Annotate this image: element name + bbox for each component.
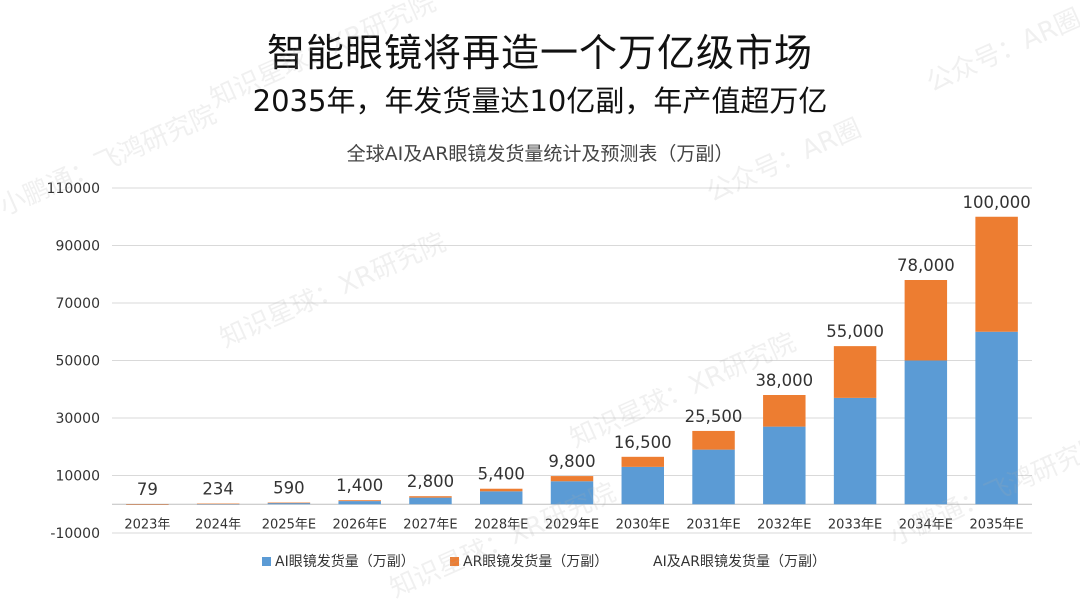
shipment-chart: 全球AI及AR眼镜发货量统计及预测表（万副） -10000 10000 30000 5… <box>47 143 1032 570</box>
y-axis: -10000 10000 30000 50000 70000 90000 110000 <box>47 181 100 542</box>
legend-swatch <box>262 557 271 566</box>
bar-segment <box>621 456 664 467</box>
y-tick-label: 30000 <box>55 411 100 427</box>
data-label: 5,400 <box>478 465 525 484</box>
x-tick-label: 2025年E <box>262 517 316 532</box>
x-tick-label: 2033年E <box>828 517 882 532</box>
y-tick-label: 110000 <box>47 181 100 197</box>
bar-segment <box>621 466 664 505</box>
bar-segment <box>480 491 523 505</box>
x-tick-label: 2029年E <box>545 517 599 532</box>
bars <box>126 216 1018 505</box>
legend-label: AI及AR眼镜发货量（万副） <box>653 553 826 570</box>
bar-segment <box>126 504 169 505</box>
x-tick-label: 2027年E <box>403 517 457 532</box>
bar-segment <box>267 502 311 504</box>
bar-segment <box>904 280 948 361</box>
x-tick-label: 2034年E <box>899 517 953 532</box>
x-tick-label: 2031年E <box>686 517 740 532</box>
data-label: 78,000 <box>897 256 955 275</box>
x-tick-label: 2032年E <box>757 517 811 532</box>
headline: 智能眼镜将再造一个万亿级市场 <box>266 31 813 75</box>
x-axis: 2023年 2024年 2025年E 2026年E 2027年E 2028年E 2029年E… <box>124 517 1023 532</box>
bar-segment <box>550 476 594 482</box>
y-tick-label: 90000 <box>55 239 100 255</box>
bar-segment <box>763 395 806 427</box>
x-tick-label: 2023年 <box>124 517 170 532</box>
data-label: 9,800 <box>548 452 595 471</box>
bar-segment <box>904 360 948 505</box>
data-label: 1,400 <box>336 476 383 495</box>
bar-segment <box>763 426 806 505</box>
bar-segment <box>833 346 877 398</box>
y-tick-label: -10000 <box>50 526 100 542</box>
bar-segment <box>833 397 877 505</box>
bar-segment <box>975 331 1018 505</box>
bar-segment <box>338 500 381 502</box>
data-label: 25,500 <box>685 407 743 426</box>
x-tick-label: 2035年E <box>969 517 1023 532</box>
data-label: 100,000 <box>962 193 1030 212</box>
bar-segment <box>550 481 594 505</box>
bar-segment <box>196 504 240 505</box>
chart-title: 全球AI及AR眼镜发货量统计及预测表（万副） <box>347 143 734 165</box>
data-label: 38,000 <box>755 371 813 390</box>
bar-segment <box>338 501 381 505</box>
bar-segment <box>196 503 240 505</box>
legend-label: AR眼镜发货量（万副） <box>463 553 608 570</box>
bar-segment <box>975 216 1018 332</box>
x-tick-label: 2030年E <box>616 517 670 532</box>
y-tick-label: 70000 <box>55 296 100 312</box>
bar-segment <box>692 449 735 505</box>
bar-segment <box>409 497 452 505</box>
legend: AI眼镜发货量（万副） AR眼镜发货量（万副） AI及AR眼镜发货量（万副） <box>262 553 826 570</box>
data-label: 234 <box>202 480 234 499</box>
data-labels: 79 234 590 1,400 2,800 5,400 9,800 16,500 25,500… <box>137 193 1031 499</box>
bar-segment <box>692 430 735 450</box>
subheadline: 2035年，年发货量达10亿副，年产值超万亿 <box>252 84 828 118</box>
legend-label: AI眼镜发货量（万副） <box>275 553 415 570</box>
y-tick-label: 50000 <box>55 354 100 370</box>
y-tick-label: 10000 <box>55 469 100 485</box>
data-label: 2,800 <box>407 472 454 491</box>
bar-segment <box>267 502 311 505</box>
data-label: 79 <box>137 480 158 499</box>
bar-segment <box>409 496 452 498</box>
data-label: 590 <box>273 479 305 498</box>
data-label: 55,000 <box>826 322 884 341</box>
bar-segment <box>480 488 523 492</box>
x-tick-label: 2026年E <box>333 517 387 532</box>
x-tick-label: 2024年 <box>195 517 241 532</box>
data-label: 16,500 <box>614 433 672 452</box>
x-tick-label: 2028年E <box>474 517 528 532</box>
legend-swatch <box>450 557 459 566</box>
